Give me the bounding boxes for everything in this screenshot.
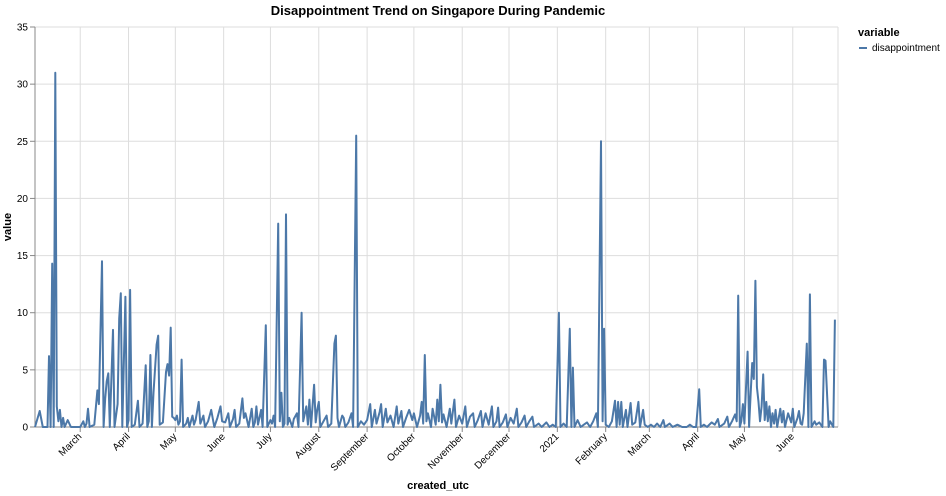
chart-title: Disappointment Trend on Singapore During…	[271, 3, 605, 18]
series-line-disappointment	[34, 71, 836, 428]
x-tick-label: August	[293, 431, 323, 461]
x-tick-label: October	[385, 431, 418, 464]
x-tick-label: April	[680, 431, 702, 453]
series-layer	[34, 71, 836, 428]
x-tick-label: November	[426, 431, 467, 472]
x-tick-label: December	[473, 431, 514, 472]
y-tick-label: 15	[17, 251, 29, 262]
legend: variable disappointment	[858, 27, 940, 54]
legend-label-disappointment: disappointment	[872, 43, 940, 54]
y-tick-label: 10	[17, 308, 29, 319]
x-tick-label: April	[111, 431, 133, 453]
x-tick-label: May	[158, 431, 179, 452]
axes: 0 5 10 15 20 25 30 35 March April May June July Augus…	[17, 23, 838, 474]
y-tick-label: 25	[17, 137, 29, 148]
y-axis-title: value	[2, 213, 14, 241]
y-tick-label: 0	[22, 423, 28, 434]
x-tick-label: March	[57, 431, 84, 458]
x-tick-label: February	[574, 431, 610, 467]
x-tick-label: June	[205, 431, 228, 454]
x-tick-label: March	[626, 431, 653, 458]
y-tick-label: 35	[17, 23, 29, 34]
grid-lines	[35, 26, 839, 428]
x-tick-label: July	[254, 431, 274, 451]
legend-title: variable	[858, 27, 900, 39]
x-tick-label: June	[774, 431, 797, 454]
y-tick-label: 30	[17, 80, 29, 91]
x-tick-label: September	[329, 431, 372, 474]
x-axis-title: created_utc	[407, 480, 469, 492]
x-tick-label: May	[727, 431, 748, 452]
y-tick-label: 20	[17, 194, 29, 205]
x-tick-label: 2021	[538, 431, 562, 455]
y-tick-label: 5	[22, 365, 28, 376]
